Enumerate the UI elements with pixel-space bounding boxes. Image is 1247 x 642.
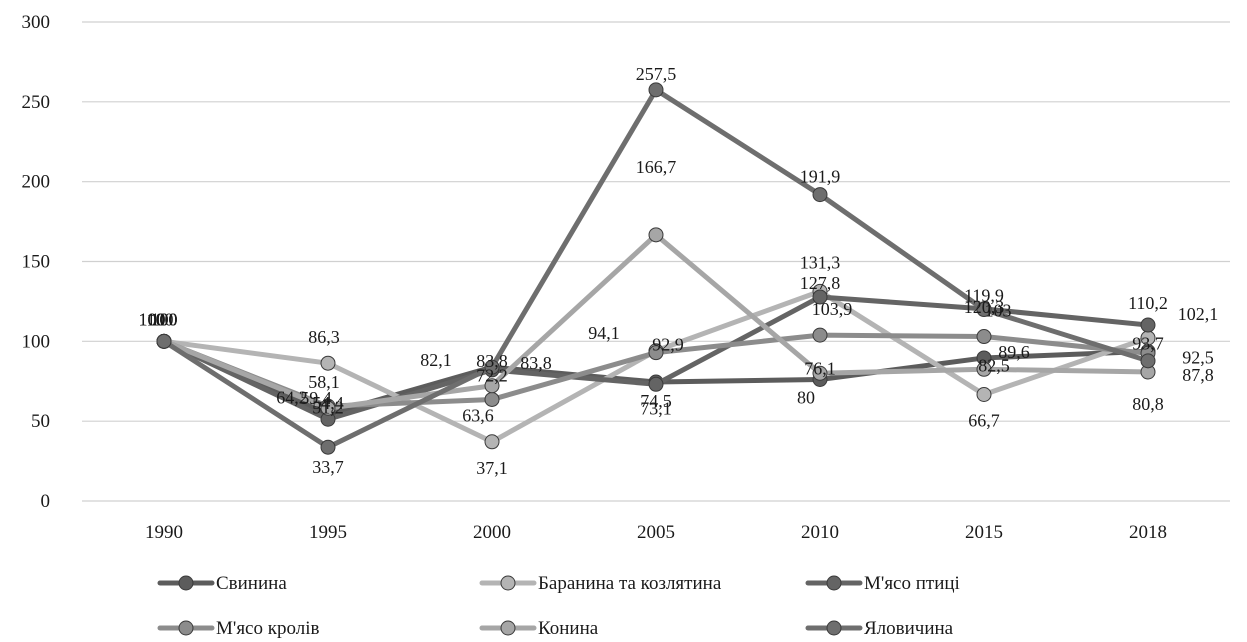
data-point (976, 387, 992, 403)
data-label: 100 (151, 309, 178, 329)
x-tick-label: 1990 (145, 522, 183, 543)
data-point (976, 302, 992, 318)
data-label: 131,3 (800, 252, 841, 272)
series-lines (156, 82, 1156, 455)
data-label: 100 (147, 309, 174, 329)
data-label: 93,7 (1132, 333, 1164, 353)
legend-marker (500, 575, 516, 591)
x-tick-label: 2010 (801, 522, 839, 543)
data-label: 257,5 (636, 64, 677, 84)
data-label: 63,6 (462, 405, 494, 425)
y-tick-label: 200 (22, 172, 51, 193)
data-label: 103 (985, 301, 1012, 321)
data-point (648, 376, 664, 392)
data-point (976, 329, 992, 345)
data-point (1140, 353, 1156, 369)
data-label: 110,2 (1128, 293, 1168, 313)
data-label: 33,7 (312, 457, 344, 477)
data-label: 100 (151, 309, 178, 329)
legend-marker (826, 575, 842, 591)
data-label: 54,4 (312, 393, 344, 413)
x-tick-label: 2000 (473, 522, 511, 543)
data-label: 86,3 (308, 327, 340, 347)
legend-marker (500, 620, 516, 636)
x-tick-label: 1995 (309, 522, 347, 543)
legend-entry: Конина (538, 618, 599, 639)
data-label: 59,4 (300, 388, 332, 408)
data-label: 94,1 (588, 323, 620, 343)
data-label: 64,2 (276, 388, 308, 408)
data-label: 89,6 (998, 342, 1030, 362)
y-tick-label: 150 (22, 252, 51, 273)
data-label: 37,1 (476, 458, 508, 478)
data-point (812, 327, 828, 343)
data-label: 73,1 (640, 398, 672, 418)
data-label: 82,1 (420, 350, 452, 370)
y-tick-label: 100 (22, 331, 51, 352)
legend-marker (178, 620, 194, 636)
data-point (648, 82, 664, 98)
data-label: 127,8 (800, 273, 841, 293)
data-label: 82,5 (978, 355, 1010, 375)
data-label: 100 (151, 309, 178, 329)
data-point (648, 227, 664, 243)
data-label: 80 (797, 387, 815, 407)
data-point (648, 345, 664, 361)
data-point (320, 355, 336, 371)
data-point (484, 434, 500, 450)
data-point (320, 400, 336, 416)
data-point (976, 361, 992, 377)
y-tick-label: 250 (22, 92, 51, 113)
data-point (156, 333, 172, 349)
y-axis: 0 50 100 150 200 250 300 (22, 12, 51, 512)
data-label: 72,2 (476, 366, 508, 386)
data-point (484, 391, 500, 407)
legend-marker (826, 620, 842, 636)
data-labels: 100 54,4 83,8 74,5 76,1 89,6 93,7 100 86,3 37,1 94… (139, 64, 1219, 478)
y-tick-label: 0 (41, 491, 51, 512)
data-label: 102,1 (1178, 304, 1219, 324)
data-label: 66,7 (968, 411, 1000, 431)
data-label: 83,8 (520, 353, 552, 373)
data-label: 103,9 (812, 299, 853, 319)
data-label: 87,8 (1182, 365, 1214, 385)
data-point (320, 439, 336, 455)
gridlines (82, 21, 1230, 502)
legend-entry: Яловичина (864, 618, 954, 639)
data-label: 51,2 (312, 397, 344, 417)
data-label: 166,7 (636, 157, 677, 177)
legend: Свинина Баранина та козлятина М'ясо птиці М… (157, 573, 960, 639)
y-tick-label: 50 (31, 411, 50, 432)
data-point (484, 378, 500, 394)
x-tick-label: 2015 (965, 522, 1003, 543)
data-label: 83,8 (476, 351, 508, 371)
data-label: 191,9 (800, 167, 841, 187)
data-label: 92,5 (1182, 347, 1214, 367)
data-point (812, 187, 828, 203)
data-label: 120,3 (964, 297, 1005, 317)
x-tick-label: 2018 (1129, 522, 1167, 543)
data-point (484, 359, 500, 375)
data-point (812, 289, 828, 305)
legend-entry: М'ясо кролів (216, 618, 319, 639)
data-label: 80,8 (1132, 394, 1164, 414)
legend-entry: Свинина (216, 573, 287, 594)
data-label: 100 (139, 309, 166, 329)
data-label: 74,5 (640, 391, 672, 411)
x-tick-label: 2005 (637, 522, 675, 543)
data-label: 76,1 (804, 358, 836, 378)
y-tick-label: 300 (22, 12, 51, 33)
data-label: 58,1 (308, 372, 340, 392)
data-point (812, 365, 828, 381)
legend-entry: М'ясо птиці (864, 573, 960, 594)
legend-marker (178, 575, 194, 591)
legend-entry: Баранина та козлятина (538, 573, 722, 594)
data-label: 92,9 (652, 335, 684, 355)
data-label: 100 (139, 309, 166, 329)
x-axis: 1990 1995 2000 2005 2010 2015 2018 (145, 522, 1167, 543)
data-label: 119,9 (964, 286, 1004, 306)
data-point (1140, 317, 1156, 333)
